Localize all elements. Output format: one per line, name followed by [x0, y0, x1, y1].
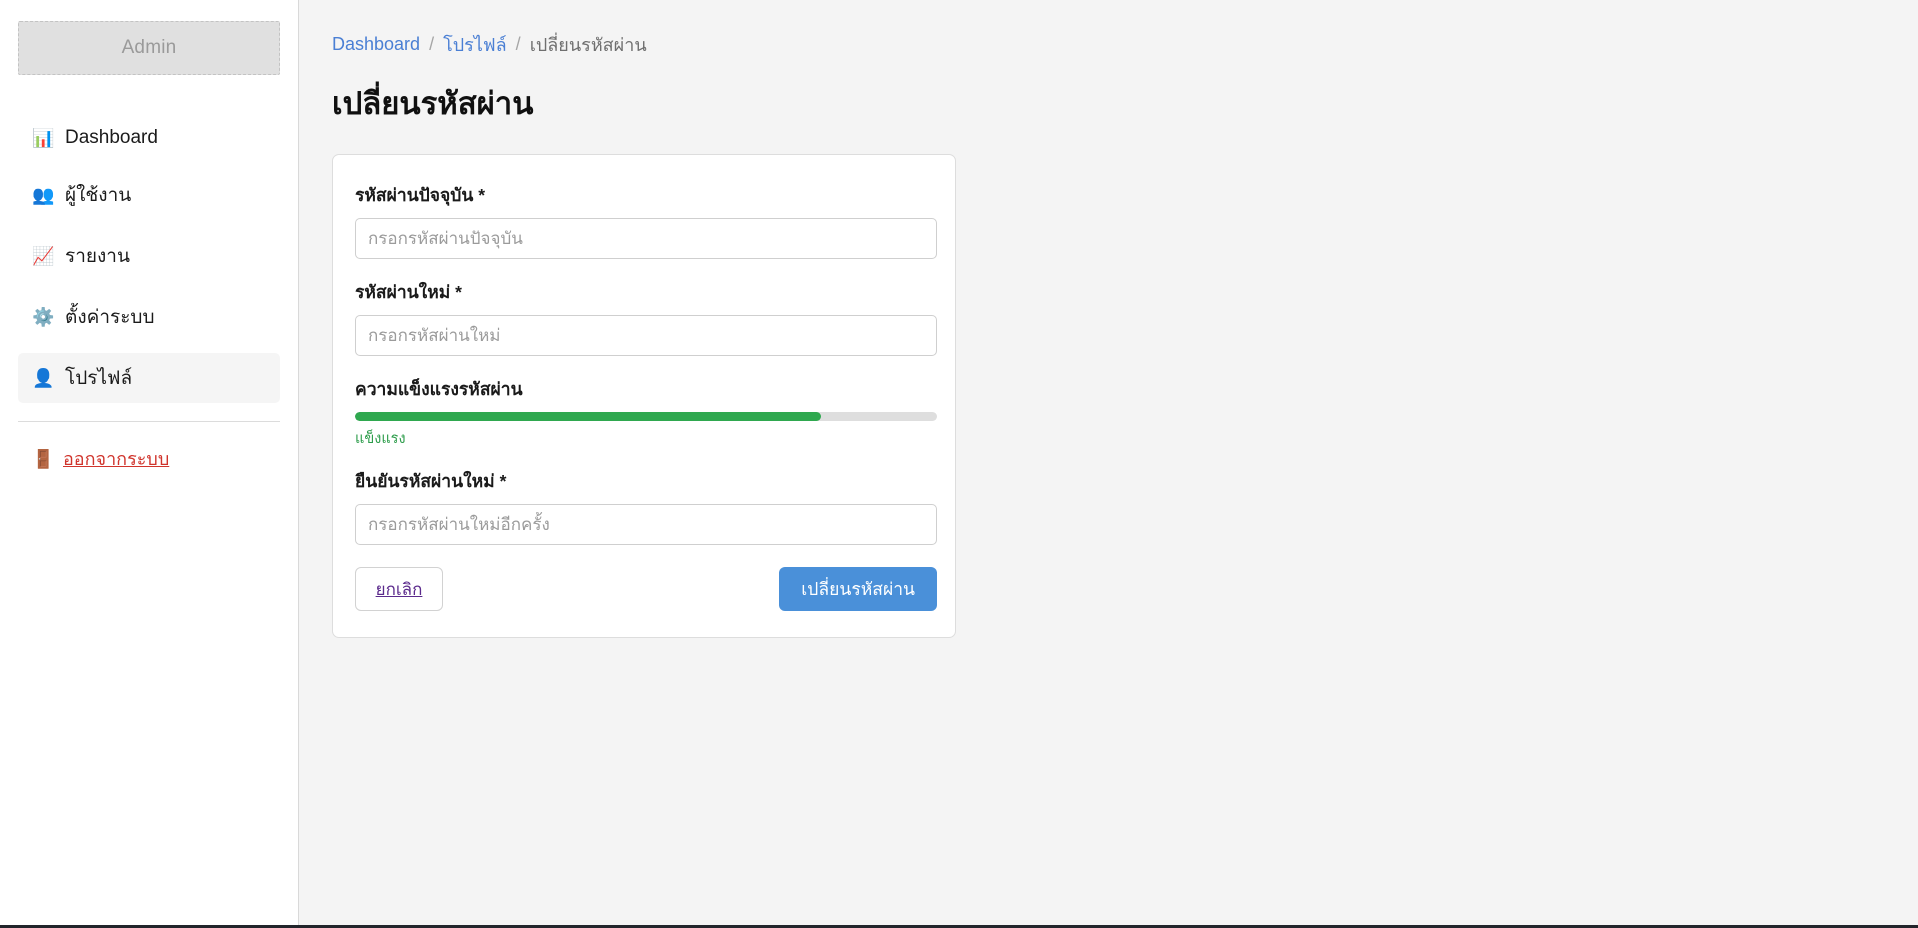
sidebar-nav: 📊 Dashboard 👥 ผู้ใช้งาน 📈 รายงาน ⚙️ ตั้ง…: [18, 117, 280, 403]
door-icon: 🚪: [32, 448, 55, 469]
sidebar-item-label: รายงาน: [65, 246, 130, 267]
sidebar-item-profile[interactable]: 👤 โปรไฟล์: [18, 353, 280, 403]
password-strength-fill: [355, 412, 821, 421]
password-strength-label: ความแข็งแรงรหัสผ่าน: [355, 379, 523, 399]
sidebar-item-label: ตั้งค่าระบบ: [65, 307, 155, 328]
logout-label: ออกจากระบบ: [63, 449, 170, 469]
sidebar-item-label: โปรไฟล์: [65, 368, 133, 389]
brand-label: Admin: [121, 37, 177, 58]
main-content: Dashboard / โปรไฟล์ / เปลี่ยนรหัสผ่าน เป…: [299, 0, 1918, 925]
breadcrumb-separator: /: [515, 34, 521, 54]
cancel-button[interactable]: ยกเลิก: [355, 567, 443, 611]
sidebar-nav-list: 📊 Dashboard 👥 ผู้ใช้งาน 📈 รายงาน ⚙️ ตั้ง…: [18, 117, 280, 403]
breadcrumb-separator: /: [429, 34, 435, 54]
breadcrumb-item-current: เปลี่ยนรหัสผ่าน: [529, 35, 647, 55]
sidebar-item-label: ผู้ใช้งาน: [65, 185, 132, 206]
sidebar-item-label: Dashboard: [65, 127, 158, 148]
sidebar-item-reports[interactable]: 📈 รายงาน: [18, 231, 280, 281]
sidebar-item-dashboard[interactable]: 📊 Dashboard: [18, 117, 280, 159]
sidebar-item-users[interactable]: 👥 ผู้ใช้งาน: [18, 170, 280, 220]
bar-chart-icon: 📊: [32, 128, 55, 148]
confirm-password-input[interactable]: [355, 504, 937, 545]
breadcrumb-item-profile[interactable]: โปรไฟล์: [443, 35, 507, 55]
new-password-label: รหัสผ่านใหม่ *: [355, 282, 462, 302]
password-strength-bar: [355, 412, 937, 421]
confirm-password-label: ยืนยันรหัสผ่านใหม่ *: [355, 471, 507, 491]
password-strength-text: แข็งแรง: [355, 431, 406, 447]
breadcrumb-item-dashboard[interactable]: Dashboard: [332, 34, 421, 54]
cancel-button-label: ยกเลิก: [375, 579, 423, 599]
page-title: เปลี่ยนรหัสผ่าน: [332, 86, 534, 121]
submit-change-password-button[interactable]: เปลี่ยนรหัสผ่าน: [779, 567, 937, 611]
confirm-password-field: ยืนยันรหัสผ่านใหม่ *: [355, 467, 937, 545]
new-password-input[interactable]: [355, 315, 937, 356]
password-strength-block: ความแข็งแรงรหัสผ่าน แข็งแรง: [355, 375, 937, 450]
person-icon: 👤: [32, 368, 55, 388]
breadcrumb: Dashboard / โปรไฟล์ / เปลี่ยนรหัสผ่าน: [332, 30, 1918, 59]
line-chart-icon: 📈: [32, 246, 55, 266]
sidebar-item-settings[interactable]: ⚙️ ตั้งค่าระบบ: [18, 292, 280, 342]
sidebar: Admin 📊 Dashboard 👥 ผู้ใช้งาน 📈 รายงาน ⚙…: [0, 0, 299, 925]
form-actions: ยกเลิก เปลี่ยนรหัสผ่าน: [355, 567, 937, 611]
change-password-card: รหัสผ่านปัจจุบัน * รหัสผ่านใหม่ * ความแข…: [332, 154, 956, 638]
new-password-field: รหัสผ่านใหม่ *: [355, 278, 937, 356]
current-password-input[interactable]: [355, 218, 937, 259]
logout-button[interactable]: 🚪 ออกจากระบบ: [18, 444, 280, 473]
current-password-field: รหัสผ่านปัจจุบัน *: [355, 181, 937, 259]
gear-icon: ⚙️: [32, 307, 55, 327]
brand-placeholder: Admin: [18, 21, 280, 75]
current-password-label: รหัสผ่านปัจจุบัน *: [355, 185, 486, 205]
sidebar-divider: [18, 421, 280, 422]
users-icon: 👥: [32, 185, 55, 205]
